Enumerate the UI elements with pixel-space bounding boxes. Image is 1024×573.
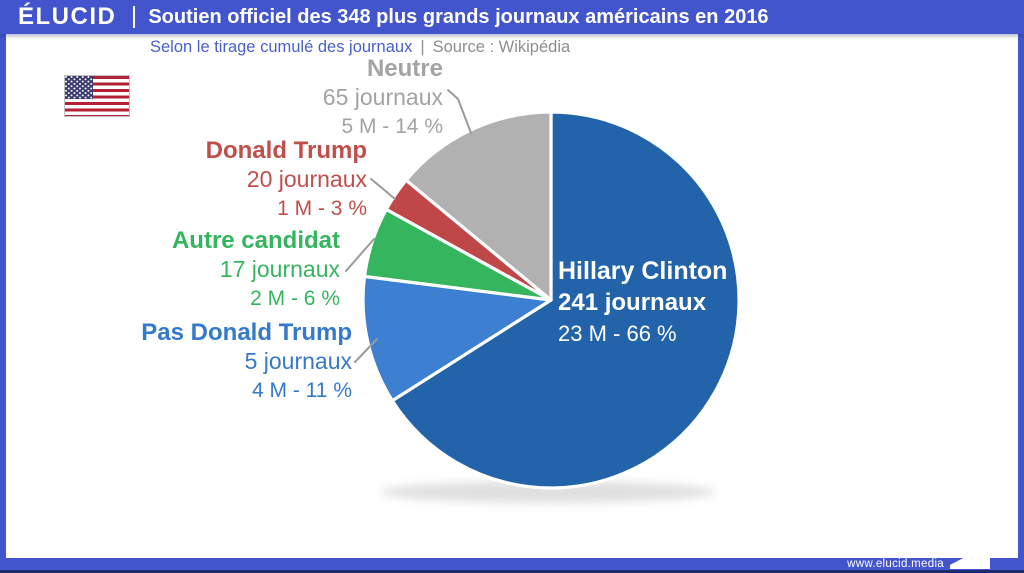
subtitle-row: Selon le tirage cumulé des journaux | Sour… <box>150 38 570 57</box>
pie-slices <box>361 110 741 490</box>
leader-line-pas-donald-trump <box>354 338 378 363</box>
header-separator <box>133 6 136 28</box>
subtitle-divider: | <box>420 38 425 56</box>
subtitle-method: Selon le tirage cumulé des journaux <box>150 38 413 56</box>
frame-left-border <box>0 0 6 573</box>
subtitle-source: Source : Wikipédia <box>432 38 571 56</box>
pie-label-line: Neutre <box>366 55 443 82</box>
pie-label-pas-donald-trump: Pas Donald Trump 5 journaux 4 M - 11 % <box>141 318 352 405</box>
pie-shadow <box>380 481 716 503</box>
leader-lines <box>345 89 472 363</box>
pie-slice-neutre <box>404 110 553 302</box>
pie-label-donald-trump: Donald Trump 20 journaux 1 M - 3 % <box>206 136 367 223</box>
header-bar: ÉLUCID Soutien officiel des 348 plus gra… <box>0 0 1024 34</box>
pie-label-hillary-clinton: Hillary Clinton 241 journaux 23 M - 66 % <box>558 256 727 349</box>
pie-label-line: 5 M - 14 % <box>341 115 443 138</box>
pie-label-line: 20 journaux <box>246 166 367 192</box>
pie-label-neutre: Neutre 65 journaux 5 M - 14 % <box>323 54 443 141</box>
frame-right-border <box>1018 0 1024 573</box>
pie-label-line: Pas Donald Trump <box>141 319 352 346</box>
pie-label-line: 241 journaux <box>558 289 707 316</box>
page-title: Soutien officiel des 348 plus grands jou… <box>148 5 769 28</box>
footer-bar <box>0 558 1024 570</box>
pie-label-line: Autre candidat <box>171 227 340 254</box>
pie-label-line: Hillary Clinton <box>558 257 728 285</box>
pie-label-line: 5 journaux <box>244 348 352 374</box>
pie-label-line: 2 M - 6 % <box>250 287 340 310</box>
leader-line-neutre <box>447 89 472 134</box>
pie-label-line: 1 M - 3 % <box>277 197 367 220</box>
us-flag-icon <box>64 75 130 117</box>
website-link[interactable]: www.elucid.media <box>847 557 944 570</box>
leader-line-donald-trump <box>370 178 396 200</box>
pie-slice-hillary-clinton <box>390 110 741 490</box>
pie-slice-pas-donald-trump <box>361 274 553 403</box>
pie-label-line: Donald Trump <box>205 137 367 164</box>
leader-line-autre-candidat <box>345 238 375 272</box>
pie-label-autre-candidat: Autre candidat 17 journaux 2 M - 6 % <box>172 226 340 313</box>
footer-navy-line <box>0 570 1024 573</box>
us-flag-canton <box>65 76 93 99</box>
pie-label-line: 65 journaux <box>322 84 443 110</box>
pie-label-line: 4 M - 11 % <box>252 379 352 402</box>
elucid-logo: ÉLUCID <box>18 3 117 30</box>
pie-label-line: 23 M - 66 % <box>558 321 677 346</box>
pie-label-line: 17 journaux <box>219 256 340 282</box>
